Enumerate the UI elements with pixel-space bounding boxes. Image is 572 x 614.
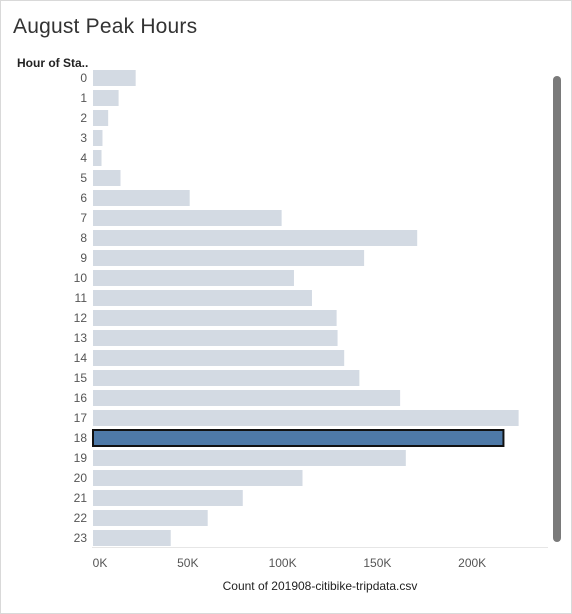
category-label: 22: [74, 511, 88, 525]
category-label: 9: [80, 251, 87, 265]
scrollbar-thumb[interactable]: [553, 76, 561, 542]
bar[interactable]: [93, 130, 103, 146]
bar[interactable]: [93, 70, 136, 86]
x-tick-label: 0K: [93, 556, 108, 570]
bar[interactable]: [93, 410, 519, 426]
row-axis-header[interactable]: Hour of Sta..: [17, 56, 89, 70]
category-label: 13: [74, 331, 88, 345]
bar[interactable]: [93, 370, 360, 386]
category-label: 19: [74, 451, 88, 465]
category-label: 10: [74, 271, 88, 285]
bar[interactable]: [93, 470, 303, 486]
bar[interactable]: [93, 250, 365, 266]
category-label: 4: [80, 151, 87, 165]
bar-selected[interactable]: [92, 429, 505, 447]
category-label: 5: [80, 171, 87, 185]
bar[interactable]: [93, 230, 418, 246]
bar[interactable]: [93, 270, 294, 286]
category-label: 12: [74, 311, 88, 325]
category-label: 1: [80, 91, 87, 105]
chart-title: August Peak Hours: [13, 15, 198, 38]
x-axis-label[interactable]: Count of 201908-citibike-tripdata.csv: [222, 579, 418, 593]
bar[interactable]: [93, 90, 119, 106]
bar[interactable]: [93, 490, 243, 506]
x-axis-line: [92, 547, 548, 548]
category-label: 0: [80, 71, 87, 85]
bar[interactable]: [93, 390, 401, 406]
category-label: 6: [80, 191, 87, 205]
category-label: 7: [80, 211, 87, 225]
bar[interactable]: [93, 150, 102, 166]
bar[interactable]: [93, 330, 338, 346]
category-label: 3: [80, 131, 87, 145]
category-label: 8: [80, 231, 87, 245]
bar[interactable]: [93, 350, 345, 366]
x-tick-label: 200K: [458, 556, 486, 570]
category-label: 11: [75, 291, 88, 305]
category-label: 21: [74, 491, 88, 505]
x-tick-label: 50K: [177, 556, 198, 570]
bar[interactable]: [93, 510, 208, 526]
category-label: 23: [74, 531, 88, 545]
category-label: 14: [74, 351, 88, 365]
category-label: 17: [74, 411, 88, 425]
x-tick-label: 150K: [363, 556, 391, 570]
bar[interactable]: [93, 170, 121, 186]
category-label: 18: [74, 431, 88, 445]
bar[interactable]: [93, 530, 171, 546]
bar[interactable]: [93, 310, 337, 326]
bar[interactable]: [93, 450, 406, 466]
bar[interactable]: [93, 190, 190, 206]
bar[interactable]: [93, 290, 312, 306]
category-label: 20: [74, 471, 88, 485]
category-label: 15: [74, 371, 88, 385]
bar[interactable]: [93, 210, 282, 226]
category-label: 16: [74, 391, 88, 405]
category-label: 2: [80, 111, 87, 125]
bar[interactable]: [93, 110, 109, 126]
x-tick-label: 100K: [269, 556, 297, 570]
